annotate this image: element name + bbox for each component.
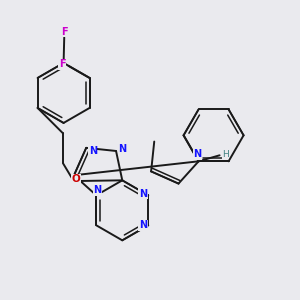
Text: N: N	[93, 185, 101, 195]
Text: F: F	[61, 27, 68, 37]
Text: N: N	[139, 189, 147, 199]
Text: N: N	[194, 149, 202, 159]
Text: O: O	[72, 174, 81, 184]
Text: N: N	[139, 220, 147, 230]
Text: N: N	[118, 144, 127, 154]
Text: N: N	[89, 146, 97, 156]
Text: F: F	[59, 59, 65, 69]
Text: H: H	[222, 150, 229, 159]
